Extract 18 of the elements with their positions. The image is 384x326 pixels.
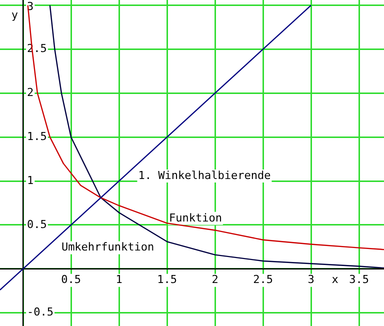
y-axis-title: y <box>11 8 18 22</box>
series-label: Umkehrfunktion <box>61 240 154 254</box>
x-tick-label: 1 <box>116 273 122 286</box>
y-tick-label: 1.5 <box>27 130 47 143</box>
x-tick-label: 2.5 <box>253 273 273 286</box>
y-tick-label: 2 <box>27 86 34 99</box>
y-tick-label: 0.5 <box>27 218 47 231</box>
y-tick-label: 1 <box>27 174 34 187</box>
series-label: Funktion <box>168 211 222 224</box>
x-tick-label: 1.5 <box>157 273 177 286</box>
x-axis-title: x <box>332 273 339 286</box>
y-tick-label: -0.5 <box>27 306 54 319</box>
series-label: 1. Winkelhalbierende <box>138 168 271 182</box>
x-tick-label: 2 <box>212 273 218 286</box>
x-tick-label: 3.5 <box>349 273 369 286</box>
x-tick-label: 0.5 <box>61 273 81 286</box>
y-tick-label: 3 <box>27 0 34 13</box>
x-tick-label: 3 <box>308 273 314 286</box>
